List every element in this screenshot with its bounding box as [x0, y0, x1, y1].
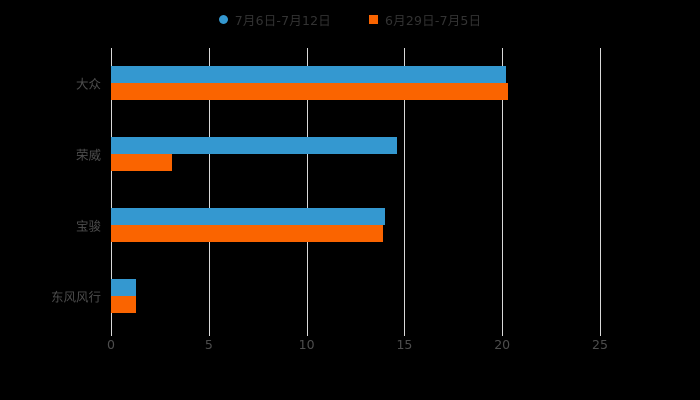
- y-axis-line: [111, 48, 112, 331]
- gridline-x-20: [502, 48, 504, 331]
- bar-group: [111, 278, 600, 313]
- x-tick-label-10: 10: [298, 337, 315, 352]
- x-tick-label-25: 25: [592, 337, 608, 352]
- bar: [111, 278, 137, 296]
- legend-item-series-1[interactable]: 7月6日-7月12日: [218, 10, 331, 29]
- bar: [111, 83, 509, 101]
- bar: [111, 137, 397, 155]
- bar: [111, 154, 172, 172]
- x-tick-mark-25: [600, 331, 601, 336]
- gridline-x-25: [600, 48, 601, 331]
- plot-area: [111, 48, 601, 336]
- y-axis-label-1: 荣威: [75, 147, 101, 163]
- bar: [111, 66, 507, 84]
- y-axis-label-2: 宝骏: [75, 218, 101, 234]
- x-tick-mark-10: [306, 331, 308, 336]
- y-axis-label-0: 大众: [75, 76, 101, 92]
- legend-item-series-2[interactable]: 6月29日-7月5日: [369, 10, 481, 29]
- legend-label-series-1: 7月6日-7月12日: [234, 12, 331, 28]
- x-tick-label-20: 20: [494, 337, 511, 352]
- gridline-x-15: [404, 48, 406, 331]
- x-tick-mark-15: [404, 331, 406, 336]
- bar-group: [111, 66, 600, 101]
- gridline-x-10: [306, 48, 308, 331]
- legend-circle-marker-icon: [218, 14, 228, 24]
- x-tick-mark-0: [111, 331, 112, 336]
- bar: [111, 295, 137, 313]
- legend-label-series-2: 6月29日-7月5日: [385, 12, 482, 28]
- bar-group: [111, 137, 600, 172]
- bar: [111, 224, 383, 242]
- gridline-x-5: [208, 48, 210, 331]
- bar-group: [111, 207, 600, 242]
- legend-square-marker-icon: [369, 14, 378, 24]
- x-tick-label-5: 5: [204, 337, 213, 352]
- x-tick-mark-20: [502, 331, 504, 336]
- x-tick-label-0: 0: [107, 337, 115, 352]
- x-tick-label-15: 15: [396, 337, 413, 352]
- x-tick-mark-5: [208, 331, 210, 336]
- chart-legend: 7月6日-7月12日 6月29日-7月5日: [0, 6, 700, 32]
- y-axis-label-3: 东风风行: [50, 289, 101, 305]
- bar: [111, 207, 385, 225]
